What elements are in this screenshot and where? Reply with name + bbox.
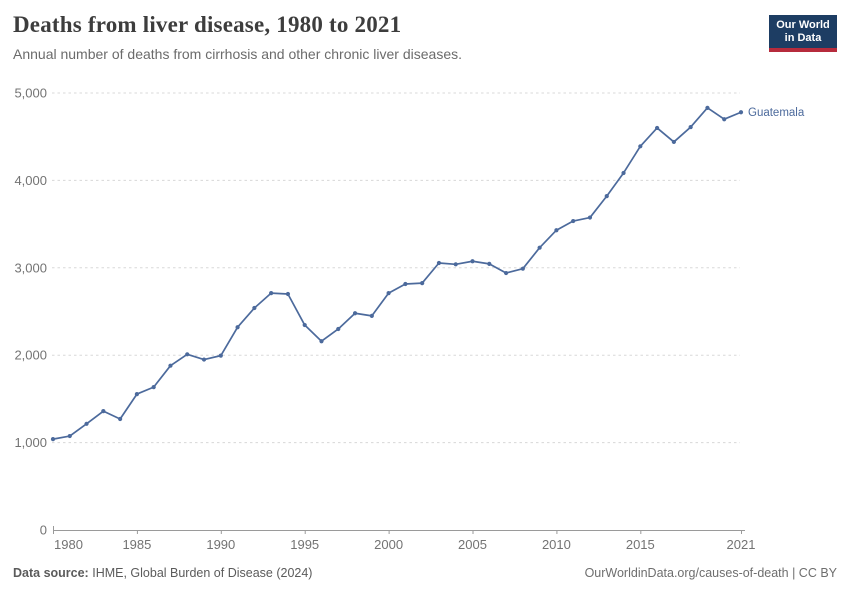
- data-point-marker[interactable]: [436, 260, 442, 266]
- data-point-marker[interactable]: [151, 385, 156, 390]
- data-point-marker[interactable]: [269, 291, 274, 296]
- x-axis-tick-label: 1985: [122, 537, 151, 552]
- data-point-marker[interactable]: [722, 117, 727, 122]
- x-axis-tick-label: 2005: [458, 537, 487, 552]
- data-point-marker[interactable]: [587, 215, 593, 220]
- data-point-marker[interactable]: [101, 409, 106, 414]
- x-axis-tick-label: 1990: [206, 537, 235, 552]
- data-point-marker[interactable]: [67, 433, 72, 439]
- data-source: Data source: IHME, Global Burden of Dise…: [13, 566, 312, 580]
- x-axis-tick-label: 1995: [290, 537, 319, 552]
- data-source-label: Data source:: [13, 566, 89, 580]
- chart-footer: Data source: IHME, Global Burden of Dise…: [13, 566, 837, 580]
- data-point-marker[interactable]: [218, 353, 223, 358]
- data-point-marker[interactable]: [604, 194, 609, 199]
- data-point-marker[interactable]: [638, 144, 643, 149]
- x-axis-tick-label: 2000: [374, 537, 403, 552]
- data-point-marker[interactable]: [118, 416, 123, 422]
- data-point-marker[interactable]: [185, 352, 190, 357]
- data-point-marker[interactable]: [319, 339, 324, 344]
- data-point-marker[interactable]: [369, 313, 374, 318]
- data-point-marker[interactable]: [252, 305, 257, 311]
- data-point-marker[interactable]: [336, 326, 341, 332]
- data-point-marker[interactable]: [285, 291, 291, 297]
- footer-citation-link[interactable]: OurWorldinData.org/causes-of-death | CC …: [584, 566, 837, 580]
- data-point-marker[interactable]: [705, 105, 710, 110]
- data-point-marker[interactable]: [621, 170, 626, 176]
- data-point-marker[interactable]: [168, 363, 173, 368]
- data-point-marker[interactable]: [84, 421, 89, 426]
- y-axis-tick-label: 1,000: [14, 435, 47, 450]
- data-point-marker[interactable]: [520, 266, 525, 271]
- data-point-marker[interactable]: [470, 259, 475, 264]
- data-point-marker[interactable]: [554, 228, 559, 233]
- data-point-marker[interactable]: [403, 281, 408, 287]
- x-axis-tick-label: 2021: [727, 537, 756, 552]
- data-point-marker[interactable]: [453, 262, 458, 267]
- data-point-marker[interactable]: [420, 280, 425, 286]
- data-source-text: IHME, Global Burden of Disease (2024): [92, 566, 313, 580]
- owid-logo-line2: in Data: [784, 32, 822, 44]
- data-point-marker[interactable]: [352, 311, 358, 316]
- data-point-marker[interactable]: [235, 325, 240, 330]
- series-line-guatemala[interactable]: [52, 107, 742, 440]
- data-point-marker[interactable]: [654, 125, 660, 131]
- y-axis-tick-label: 4,000: [14, 173, 47, 188]
- data-point-marker[interactable]: [738, 110, 744, 115]
- data-point-marker[interactable]: [302, 322, 307, 328]
- data-point-marker[interactable]: [386, 291, 391, 296]
- data-point-marker[interactable]: [503, 270, 509, 276]
- owid-logo[interactable]: Our World in Data: [769, 15, 837, 52]
- data-point-marker[interactable]: [688, 124, 693, 130]
- data-point-marker[interactable]: [537, 245, 542, 250]
- data-point-marker[interactable]: [201, 357, 207, 362]
- y-axis-tick-label: 2,000: [14, 348, 47, 363]
- y-axis-tick-label: 3,000: [14, 260, 47, 275]
- x-axis-tick-label: 2010: [542, 537, 571, 552]
- data-point-marker[interactable]: [571, 218, 576, 224]
- y-axis-tick-label: 5,000: [14, 86, 47, 101]
- entity-label-guatemala[interactable]: Guatemala: [748, 107, 805, 119]
- x-axis-tick-label: 1980: [54, 537, 83, 552]
- y-axis-tick-label: 0: [40, 523, 47, 538]
- x-axis-tick-label: 2015: [626, 537, 655, 552]
- data-point-marker[interactable]: [671, 139, 676, 145]
- data-point-marker[interactable]: [487, 261, 492, 266]
- owid-logo-line1: Our World: [776, 19, 830, 31]
- data-point-marker[interactable]: [50, 437, 56, 442]
- data-point-marker[interactable]: [134, 391, 140, 397]
- chart-subtitle: Annual number of deaths from cirrhosis a…: [13, 46, 462, 62]
- page-title: Deaths from liver disease, 1980 to 2021: [13, 12, 402, 37]
